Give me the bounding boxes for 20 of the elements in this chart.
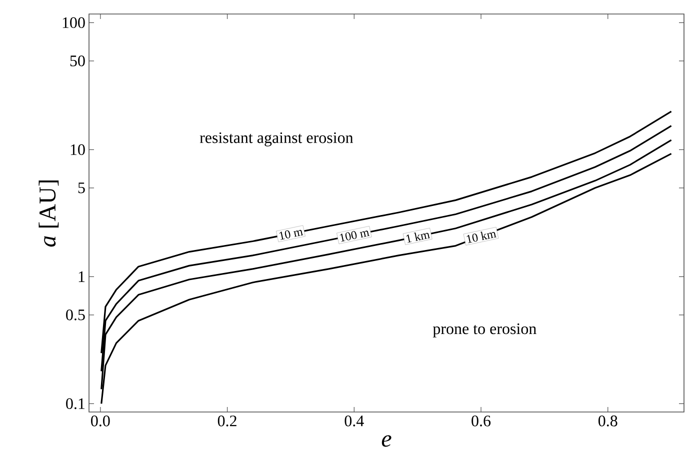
text: 10 m <box>279 230 304 240</box>
x-tick-label: 0.6 <box>472 416 491 426</box>
text: 10 km <box>466 232 497 244</box>
x-tick-label: 0.8 <box>598 416 618 426</box>
x-tick-label: 0.2 <box>218 416 236 426</box>
x-tick-label: 0.0 <box>91 416 110 426</box>
text: 1 km <box>406 232 430 243</box>
y-tick-label: 0.5 <box>66 309 85 320</box>
y-tick-label: 5 <box>78 182 85 194</box>
x-axis-title: e <box>382 435 392 447</box>
y-tick-label: 10 <box>70 144 85 156</box>
y-axis-title: a [AU] <box>38 180 59 247</box>
x-tick-label: 0.4 <box>344 416 364 426</box>
y-tick-label: 100 <box>62 17 85 28</box>
annotation: resistant against erosion <box>200 132 354 146</box>
text: 100 m <box>340 230 370 242</box>
annotation: prone to erosion <box>432 323 536 338</box>
y-tick-label: 0.1 <box>66 398 85 410</box>
y-tick-label: 1 <box>78 271 85 282</box>
y-tick-label: 50 <box>70 56 85 66</box>
